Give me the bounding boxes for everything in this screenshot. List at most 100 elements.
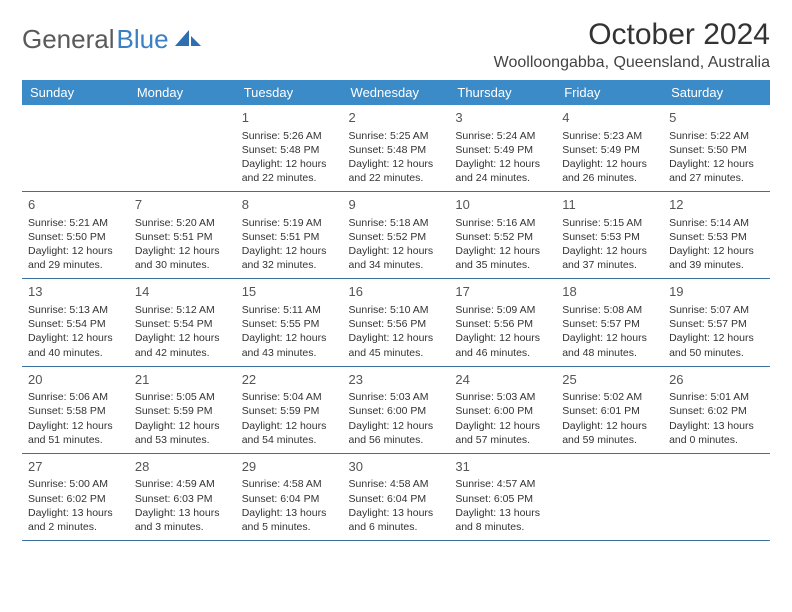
day-info-line: Sunset: 5:55 PM <box>242 317 337 331</box>
day-info-line: Sunrise: 5:07 AM <box>669 303 764 317</box>
brand-logo: GeneralBlue <box>22 18 201 55</box>
day-info-line: Sunrise: 4:58 AM <box>242 477 337 491</box>
day-info-line: Sunrise: 5:20 AM <box>135 216 230 230</box>
day-info-line: and 56 minutes. <box>349 433 444 447</box>
day-number: 29 <box>242 458 337 476</box>
calendar-table: SundayMondayTuesdayWednesdayThursdayFrid… <box>22 80 770 541</box>
day-info-line: and 22 minutes. <box>349 171 444 185</box>
day-info-line: Sunrise: 5:10 AM <box>349 303 444 317</box>
calendar-day-cell: 21Sunrise: 5:05 AMSunset: 5:59 PMDayligh… <box>129 366 236 453</box>
day-info-line: and 0 minutes. <box>669 433 764 447</box>
day-info-line: and 59 minutes. <box>562 433 657 447</box>
day-number: 28 <box>135 458 230 476</box>
calendar-day-cell: 24Sunrise: 5:03 AMSunset: 6:00 PMDayligh… <box>449 366 556 453</box>
calendar-day-cell: 29Sunrise: 4:58 AMSunset: 6:04 PMDayligh… <box>236 453 343 540</box>
day-number: 21 <box>135 371 230 389</box>
calendar-day-cell: 7Sunrise: 5:20 AMSunset: 5:51 PMDaylight… <box>129 192 236 279</box>
calendar-day-cell: 19Sunrise: 5:07 AMSunset: 5:57 PMDayligh… <box>663 279 770 366</box>
day-info-line: Sunset: 5:51 PM <box>242 230 337 244</box>
day-info-line: Sunset: 5:56 PM <box>349 317 444 331</box>
day-info-line: Sunset: 5:49 PM <box>562 143 657 157</box>
day-info-line: Sunrise: 5:02 AM <box>562 390 657 404</box>
day-info-line: Sunset: 5:59 PM <box>135 404 230 418</box>
day-info-line: Daylight: 12 hours <box>349 419 444 433</box>
calendar-day-cell: 31Sunrise: 4:57 AMSunset: 6:05 PMDayligh… <box>449 453 556 540</box>
day-info-line: Daylight: 12 hours <box>242 157 337 171</box>
day-info-line: Daylight: 13 hours <box>669 419 764 433</box>
day-info-line: and 54 minutes. <box>242 433 337 447</box>
day-info-line: Sunset: 5:50 PM <box>669 143 764 157</box>
day-info-line: and 45 minutes. <box>349 346 444 360</box>
day-info-line: Sunset: 5:48 PM <box>349 143 444 157</box>
day-info-line: and 43 minutes. <box>242 346 337 360</box>
day-info-line: Daylight: 13 hours <box>28 506 123 520</box>
day-info-line: Sunrise: 5:18 AM <box>349 216 444 230</box>
day-info-line: Sunset: 5:51 PM <box>135 230 230 244</box>
day-info-line: and 53 minutes. <box>135 433 230 447</box>
calendar-day-cell: 2Sunrise: 5:25 AMSunset: 5:48 PMDaylight… <box>343 105 450 192</box>
day-info-line: Daylight: 13 hours <box>135 506 230 520</box>
day-info-line: Sunrise: 5:16 AM <box>455 216 550 230</box>
day-info-line: Daylight: 12 hours <box>669 331 764 345</box>
day-info-line: Sunset: 6:03 PM <box>135 492 230 506</box>
day-info-line: and 26 minutes. <box>562 171 657 185</box>
day-number: 13 <box>28 283 123 301</box>
day-number: 9 <box>349 196 444 214</box>
weekday-header: Monday <box>129 80 236 105</box>
day-number: 30 <box>349 458 444 476</box>
day-info-line: Sunrise: 5:24 AM <box>455 129 550 143</box>
day-info-line: and 57 minutes. <box>455 433 550 447</box>
weekday-header: Thursday <box>449 80 556 105</box>
day-info-line: Daylight: 12 hours <box>135 419 230 433</box>
day-info-line: Daylight: 12 hours <box>562 244 657 258</box>
day-info-line: Sunset: 5:58 PM <box>28 404 123 418</box>
day-info-line: and 22 minutes. <box>242 171 337 185</box>
day-info-line: and 34 minutes. <box>349 258 444 272</box>
calendar-day-cell <box>129 105 236 192</box>
day-info-line: Sunrise: 5:19 AM <box>242 216 337 230</box>
day-info-line: and 6 minutes. <box>349 520 444 534</box>
day-info-line: Sunrise: 4:58 AM <box>349 477 444 491</box>
day-info-line: Sunset: 5:53 PM <box>562 230 657 244</box>
day-info-line: Sunset: 5:53 PM <box>669 230 764 244</box>
day-info-line: Sunrise: 5:05 AM <box>135 390 230 404</box>
day-info-line: Daylight: 13 hours <box>349 506 444 520</box>
calendar-day-cell <box>22 105 129 192</box>
day-info-line: Sunrise: 5:14 AM <box>669 216 764 230</box>
day-info-line: Sunrise: 5:03 AM <box>349 390 444 404</box>
calendar-week-row: 13Sunrise: 5:13 AMSunset: 5:54 PMDayligh… <box>22 279 770 366</box>
day-info-line: Sunrise: 5:22 AM <box>669 129 764 143</box>
day-info-line: Sunrise: 5:09 AM <box>455 303 550 317</box>
calendar-day-cell: 28Sunrise: 4:59 AMSunset: 6:03 PMDayligh… <box>129 453 236 540</box>
day-info-line: Daylight: 12 hours <box>669 157 764 171</box>
day-info-line: Sunrise: 5:04 AM <box>242 390 337 404</box>
day-info-line: and 5 minutes. <box>242 520 337 534</box>
sail-icon <box>175 24 201 55</box>
day-info-line: Daylight: 12 hours <box>455 244 550 258</box>
day-number: 4 <box>562 109 657 127</box>
day-info-line: Sunrise: 5:06 AM <box>28 390 123 404</box>
day-info-line: Sunset: 5:59 PM <box>242 404 337 418</box>
day-info-line: Daylight: 12 hours <box>562 331 657 345</box>
day-info-line: Sunset: 6:04 PM <box>349 492 444 506</box>
weekday-header-row: SundayMondayTuesdayWednesdayThursdayFrid… <box>22 80 770 105</box>
calendar-day-cell <box>556 453 663 540</box>
day-info-line: Sunset: 6:00 PM <box>349 404 444 418</box>
weekday-header: Wednesday <box>343 80 450 105</box>
calendar-day-cell: 13Sunrise: 5:13 AMSunset: 5:54 PMDayligh… <box>22 279 129 366</box>
day-info-line: Sunset: 5:54 PM <box>28 317 123 331</box>
calendar-week-row: 6Sunrise: 5:21 AMSunset: 5:50 PMDaylight… <box>22 192 770 279</box>
calendar-day-cell: 26Sunrise: 5:01 AMSunset: 6:02 PMDayligh… <box>663 366 770 453</box>
title-block: October 2024 Woolloongabba, Queensland, … <box>494 18 770 72</box>
day-info-line: Sunset: 6:04 PM <box>242 492 337 506</box>
day-info-line: and 8 minutes. <box>455 520 550 534</box>
day-info-line: Daylight: 12 hours <box>455 157 550 171</box>
day-info-line: Daylight: 12 hours <box>349 244 444 258</box>
day-info-line: and 32 minutes. <box>242 258 337 272</box>
day-number: 17 <box>455 283 550 301</box>
brand-part2: Blue <box>117 24 169 55</box>
day-info-line: Sunrise: 4:59 AM <box>135 477 230 491</box>
weekday-header: Saturday <box>663 80 770 105</box>
day-info-line: Sunset: 5:50 PM <box>28 230 123 244</box>
day-info-line: Sunset: 5:52 PM <box>349 230 444 244</box>
